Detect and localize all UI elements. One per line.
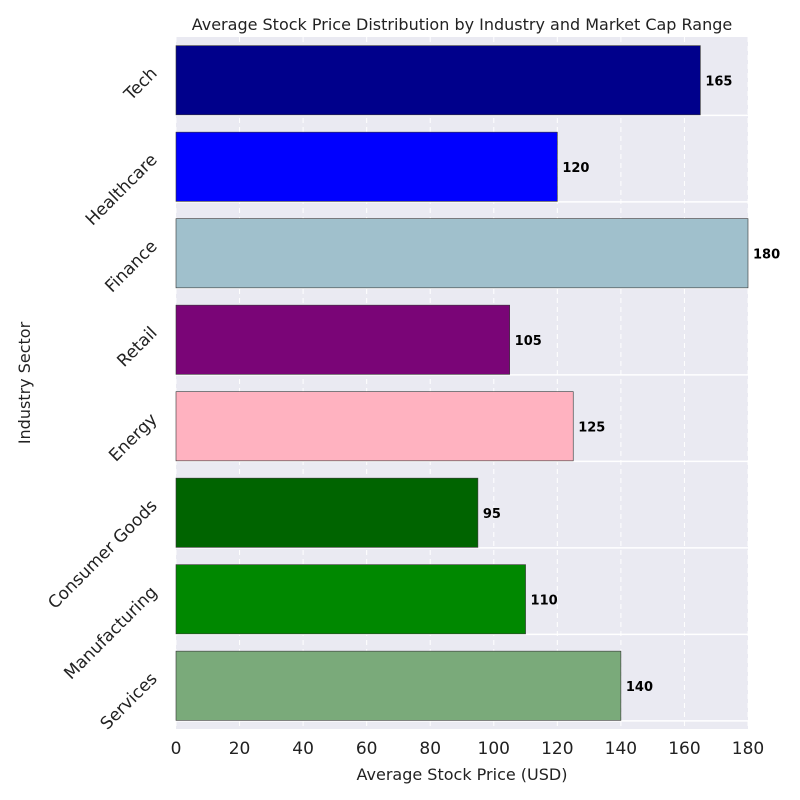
y-axis-label: Industry Sector xyxy=(15,321,34,444)
bar-manufacturing xyxy=(175,564,526,635)
bar-healthcare xyxy=(175,131,558,202)
category-label-services: Services xyxy=(97,669,162,734)
x-tick-160: 160 xyxy=(668,739,700,759)
x-tick-labels: 0 20 40 60 80 100 120 140 160 180 xyxy=(171,739,765,759)
data-label-retail: 105 xyxy=(515,334,542,349)
x-tick-80: 80 xyxy=(419,739,441,759)
category-label-manufacturing: Manufacturing xyxy=(60,583,161,684)
x-axis-label: Average Stock Price (USD) xyxy=(357,765,568,784)
data-label-finance: 180 xyxy=(753,247,780,262)
category-label-tech: Tech xyxy=(120,64,162,106)
category-label-retail: Retail xyxy=(113,323,161,371)
bar-consumer-goods xyxy=(175,477,479,548)
y-category-labels: TechHealthcareFinanceRetailEnergyConsume… xyxy=(44,64,161,734)
bar-services xyxy=(175,650,622,721)
data-label-manufacturing: 110 xyxy=(531,593,558,608)
data-label-consumer-goods: 95 xyxy=(483,507,501,522)
bar-retail xyxy=(175,304,510,375)
data-labels: 165 120 180 105 125 95 110 140 xyxy=(483,74,780,695)
x-tick-40: 40 xyxy=(292,739,314,759)
x-tick-180: 180 xyxy=(732,739,764,759)
data-label-services: 140 xyxy=(626,680,653,695)
bar-tech xyxy=(175,45,701,116)
x-tick-60: 60 xyxy=(356,739,378,759)
x-tick-120: 120 xyxy=(541,739,573,759)
data-label-tech: 165 xyxy=(705,74,732,89)
bar-energy xyxy=(175,391,574,462)
bar-finance xyxy=(175,218,749,289)
data-label-healthcare: 120 xyxy=(562,161,589,176)
x-tick-100: 100 xyxy=(478,739,510,759)
data-label-energy: 125 xyxy=(578,420,605,435)
category-label-healthcare: Healthcare xyxy=(82,150,162,230)
x-tick-20: 20 xyxy=(229,739,251,759)
x-tick-0: 0 xyxy=(171,739,182,759)
category-label-energy: Energy xyxy=(105,410,161,466)
category-label-finance: Finance xyxy=(101,237,161,297)
chart-title: Average Stock Price Distribution by Indu… xyxy=(192,15,733,34)
x-tick-140: 140 xyxy=(605,739,637,759)
bars xyxy=(175,45,749,721)
